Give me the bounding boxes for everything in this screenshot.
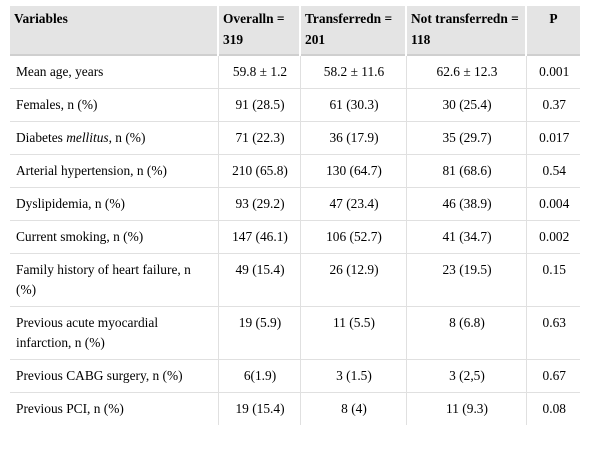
cell-not-transferred: 23 (19.5) [406,253,527,307]
cell-not-transferred: 62.6 ± 12.3 [406,54,527,89]
header-p: P [526,6,580,55]
label-text: Family history of heart failure, n (%) [16,262,191,297]
cell-p-value: 0.15 [526,253,580,307]
cell-not-transferred: 81 (68.6) [406,154,527,188]
label-text: Current smoking, n (%) [16,229,144,244]
cell-transferred: 47 (23.4) [300,187,407,221]
cell-not-transferred: 41 (34.7) [406,220,527,254]
header-variables: Variables [10,6,219,55]
cell-p-value: 0.67 [526,359,580,393]
cell-p-value: 0.017 [526,121,580,155]
table-row: Diabetes mellitus, n (%) 71 (22.3) 36 (17.… [10,121,580,155]
baseline-characteristics-table: Variables Overalln = 319 Transferredn = … [10,6,580,425]
label-text: Previous PCI, n (%) [16,401,124,416]
header-row: Variables Overalln = 319 Transferredn = … [10,6,580,55]
cell-p-value: 0.37 [526,88,580,122]
row-variable-label: Dyslipidemia, n (%) [10,187,219,221]
row-variable-label: Family history of heart failure, n (%) [10,253,219,307]
cell-not-transferred: 30 (25.4) [406,88,527,122]
label-text: Previous CABG surgery, n (%) [16,368,183,383]
row-variable-label: Previous PCI, n (%) [10,392,219,425]
label-text: Previous acute myocardial infarction, n … [16,315,159,350]
table-header: Variables Overalln = 319 Transferredn = … [10,6,580,55]
table-container: Variables Overalln = 319 Transferredn = … [10,6,580,425]
table-row: Previous PCI, n (%) 19 (15.4) 8 (4) 11 (9.3… [10,392,580,425]
cell-not-transferred: 3 (2,5) [406,359,527,393]
cell-transferred: 58.2 ± 11.6 [300,54,407,89]
cell-overall: 93 (29.2) [218,187,301,221]
cell-transferred: 106 (52.7) [300,220,407,254]
cell-p-value: 0.54 [526,154,580,188]
cell-p-value: 0.001 [526,54,580,89]
cell-transferred: 11 (5.5) [300,306,407,360]
cell-not-transferred: 11 (9.3) [406,392,527,425]
table-row: Mean age, years 59.8 ± 1.2 58.2 ± 11.6 62.6… [10,54,580,89]
cell-overall: 71 (22.3) [218,121,301,155]
cell-overall: 6(1.9) [218,359,301,393]
table-row: Previous CABG surgery, n (%) 6(1.9) 3 (1.5… [10,359,580,393]
row-variable-label: Current smoking, n (%) [10,220,219,254]
cell-overall: 210 (65.8) [218,154,301,188]
row-variable-label: Previous CABG surgery, n (%) [10,359,219,393]
header-transferred: Transferredn = 201 [300,6,407,55]
row-variable-label: Mean age, years [10,54,219,89]
row-variable-label: Previous acute myocardial infarction, n … [10,306,219,360]
table-row: Family history of heart failure, n (%) 49… [10,253,580,307]
label-text: Females, n (%) [16,97,98,112]
header-not-transferred: Not transferredn = 118 [406,6,527,55]
table-row: Current smoking, n (%) 147 (46.1) 106 (52.… [10,220,580,254]
label-suffix-text: , n (%) [108,130,146,145]
cell-overall: 19 (15.4) [218,392,301,425]
table-row: Previous acute myocardial infarction, n … [10,306,580,360]
table-row: Females, n (%) 91 (28.5) 61 (30.3) 30 (25.4… [10,88,580,122]
cell-p-value: 0.002 [526,220,580,254]
cell-not-transferred: 35 (29.7) [406,121,527,155]
cell-not-transferred: 46 (38.9) [406,187,527,221]
cell-not-transferred: 8 (6.8) [406,306,527,360]
cell-p-value: 0.08 [526,392,580,425]
table-body: Mean age, years 59.8 ± 1.2 58.2 ± 11.6 62.6… [10,54,580,425]
cell-overall: 91 (28.5) [218,88,301,122]
table-row: Dyslipidemia, n (%) 93 (29.2) 47 (23.4) 46 … [10,187,580,221]
row-variable-label: Arterial hypertension, n (%) [10,154,219,188]
cell-p-value: 0.004 [526,187,580,221]
cell-overall: 49 (15.4) [218,253,301,307]
cell-transferred: 36 (17.9) [300,121,407,155]
label-text: Dyslipidemia, n (%) [16,196,125,211]
table-row: Arterial hypertension, n (%) 210 (65.8) 13… [10,154,580,188]
label-text: Diabetes [16,130,67,145]
row-variable-label: Females, n (%) [10,88,219,122]
cell-transferred: 26 (12.9) [300,253,407,307]
row-variable-label: Diabetes mellitus, n (%) [10,121,219,155]
label-italic-text: mellitus [66,130,109,145]
cell-p-value: 0.63 [526,306,580,360]
label-text: Mean age, years [16,64,104,79]
cell-transferred: 61 (30.3) [300,88,407,122]
cell-overall: 19 (5.9) [218,306,301,360]
label-text: Arterial hypertension, n (%) [16,163,167,178]
cell-transferred: 130 (64.7) [300,154,407,188]
cell-overall: 147 (46.1) [218,220,301,254]
cell-transferred: 3 (1.5) [300,359,407,393]
cell-overall: 59.8 ± 1.2 [218,54,301,89]
cell-transferred: 8 (4) [300,392,407,425]
header-overall: Overalln = 319 [218,6,301,55]
